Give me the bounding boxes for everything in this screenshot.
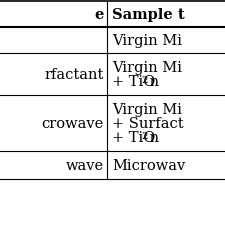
Text: 2: 2: [140, 76, 147, 85]
Text: Microwav: Microwav: [112, 158, 184, 172]
Text: 2: 2: [140, 131, 147, 140]
Text: wave: wave: [65, 158, 104, 172]
Text: e: e: [94, 8, 104, 22]
Text: Virgin Mi: Virgin Mi: [112, 34, 181, 48]
Text: Virgin Mi: Virgin Mi: [112, 103, 181, 117]
Text: n: n: [144, 75, 158, 89]
Text: n: n: [144, 130, 158, 144]
Text: + Surfact: + Surfact: [112, 117, 183, 130]
Text: + TiO: + TiO: [112, 130, 155, 144]
Text: + TiO: + TiO: [112, 75, 155, 89]
Text: rfactant: rfactant: [44, 68, 104, 82]
Text: crowave: crowave: [42, 117, 104, 130]
Text: Sample t: Sample t: [112, 8, 184, 22]
Text: Virgin Mi: Virgin Mi: [112, 61, 181, 75]
